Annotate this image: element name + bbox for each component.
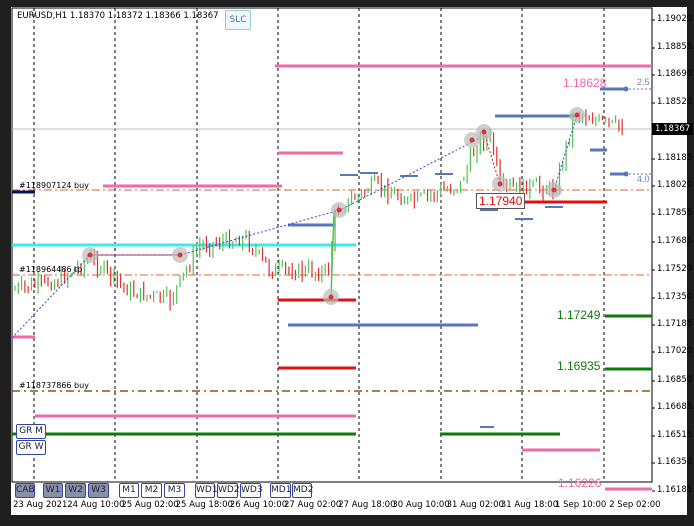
trade-line (553, 114, 578, 191)
y-axis-label: 1.17520 (657, 264, 693, 274)
x-axis-label: 26 Aug 10:00 (229, 500, 288, 510)
current-price-tag: 1.18367 (652, 123, 694, 135)
slc-button[interactable]: SLC (225, 10, 251, 30)
timeframe-button-cab[interactable]: CAB (15, 483, 35, 498)
x-axis-label: 31 Aug 18:00 (500, 500, 559, 510)
ratio-label-1: 2.5 (637, 77, 650, 87)
y-axis-label: 1.17855 (657, 208, 693, 218)
level-dot (623, 171, 629, 177)
price-label-1: 1.18628 (563, 76, 607, 90)
y-axis-label: 1.16185 (657, 485, 693, 495)
trade-arrow-icon (87, 252, 93, 258)
timeframe-button-m3[interactable]: M3 (164, 483, 185, 498)
x-axis-label: 25 Aug 02:00 (121, 500, 179, 510)
x-axis-label: 25 Aug 18:00 (175, 500, 233, 510)
price-label-2: 1.17940 (476, 193, 526, 209)
order-label-buy-2: #118737866 buy (19, 381, 89, 390)
timeframe-button-wd3[interactable]: WD3 (240, 483, 263, 498)
timeframe-button-w1[interactable]: W1 (43, 483, 63, 498)
timeframe-button-md2[interactable]: MD2 (292, 483, 313, 498)
y-axis-label: 1.16850 (657, 375, 693, 385)
x-axis-label: 23 Aug 2021 (13, 500, 68, 510)
trade-arrow-icon (336, 207, 342, 213)
y-axis-label: 1.19020 (657, 14, 693, 24)
timeframe-button-m2[interactable]: M2 (141, 483, 162, 498)
order-label-tp: #118964486 tp (19, 265, 83, 274)
symbol-info: EURUSD,H1 1.18370 1.18372 1.18366 1.1836… (17, 11, 219, 21)
level-dot (623, 86, 629, 92)
price-label-5: 1.16226 (558, 476, 602, 490)
x-axis-label: 27 Aug 02:00 (284, 500, 342, 510)
y-axis-label: 1.18690 (657, 69, 693, 79)
y-axis-label: 1.18020 (657, 180, 693, 190)
y-axis-label: 1.18520 (657, 97, 693, 107)
trade-arrow-icon (574, 112, 580, 118)
x-axis-label: 30 Aug 10:00 (392, 500, 450, 510)
x-axis-label: 27 Aug 18:00 (338, 500, 396, 510)
gr-w-button[interactable]: GR W (16, 440, 46, 455)
y-axis-label: 1.16515 (657, 430, 693, 440)
y-axis-label: 1.16350 (657, 457, 693, 467)
timeframe-button-wd2[interactable]: WD2 (217, 483, 240, 498)
gr-m-button[interactable]: GR M (16, 424, 46, 439)
y-axis-label: 1.17185 (657, 319, 693, 329)
timeframe-button-wd1[interactable]: WD1 (195, 483, 218, 498)
trade-arrow-icon (481, 129, 487, 135)
y-axis-label: 1.17020 (657, 346, 693, 356)
chart-window[interactable] (11, 7, 687, 515)
price-label-3: 1.17249 (557, 308, 601, 322)
trade-line (483, 131, 501, 186)
order-label-buy-1: #118907124 buy (19, 181, 89, 190)
y-axis-label: 1.17350 (657, 292, 693, 302)
x-axis-label: 24 Aug 10:00 (67, 500, 125, 510)
trade-arrow-icon (328, 294, 334, 300)
timeframe-button-md1[interactable]: MD1 (270, 483, 291, 498)
timeframe-button-m1[interactable]: M1 (119, 483, 139, 498)
timeframe-button-w2[interactable]: W2 (65, 483, 86, 498)
price-label-4: 1.16935 (557, 359, 601, 373)
trade-arrow-icon (497, 181, 503, 187)
timeframe-button-w3[interactable]: W3 (88, 483, 109, 498)
x-axis-label: 31 Aug 02:00 (446, 500, 504, 510)
ratio-label-2: 4.0 (637, 174, 650, 184)
x-axis-label: 2 Sep 02:00 (609, 500, 661, 510)
x-axis-label: 1 Sep 10:00 (555, 500, 607, 510)
trade-arrow-icon (177, 252, 183, 258)
trade-arrow-icon (551, 187, 557, 193)
y-axis-label: 1.18185 (657, 153, 693, 163)
y-axis-label: 1.17685 (657, 236, 693, 246)
y-axis-label: 1.16685 (657, 402, 693, 412)
trade-line (330, 211, 335, 298)
trade-arrow-icon (469, 137, 475, 143)
y-axis-label: 1.18855 (657, 42, 693, 52)
